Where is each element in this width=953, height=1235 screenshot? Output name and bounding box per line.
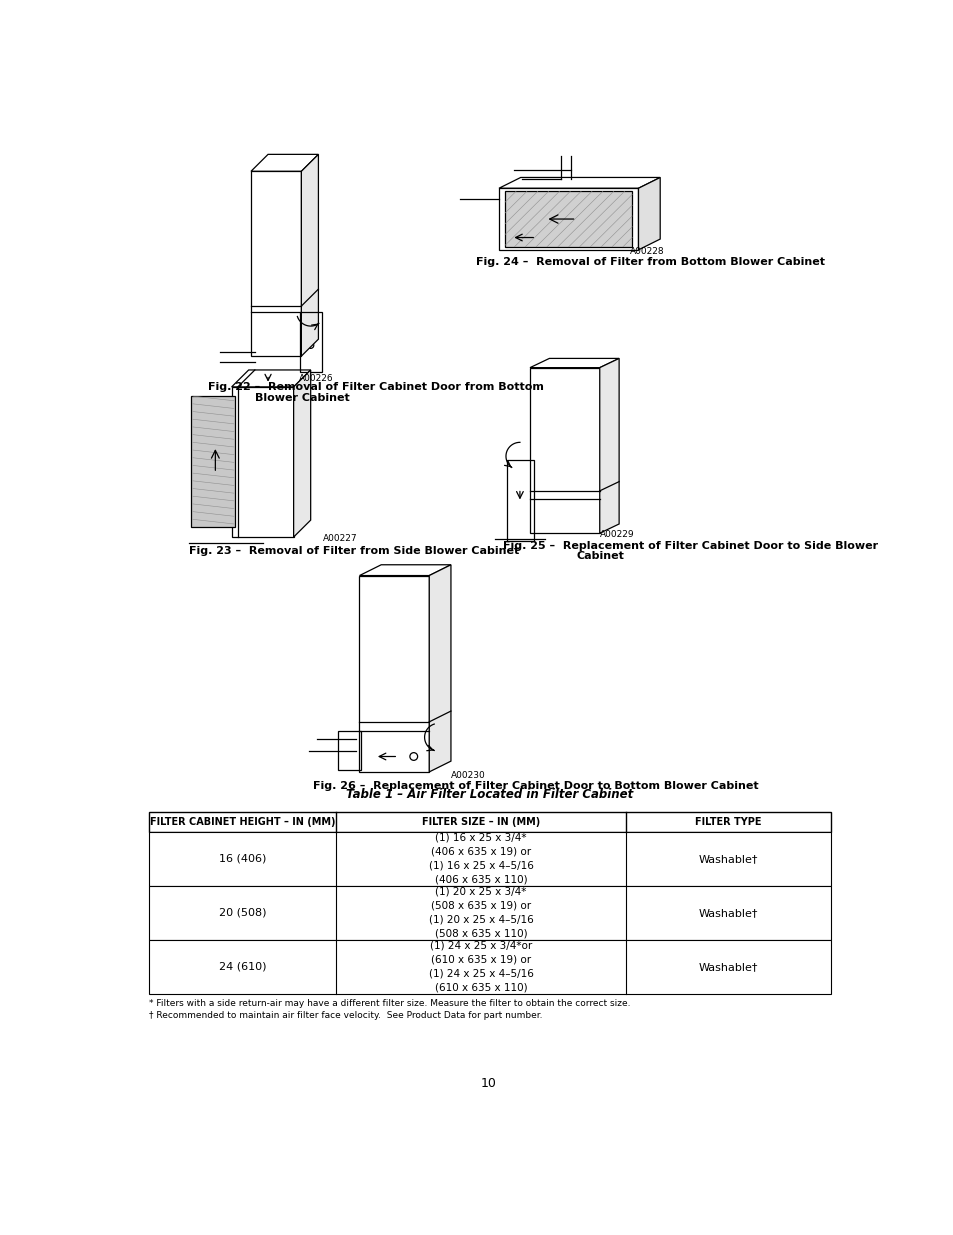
Text: Washable†: Washable†: [698, 908, 758, 918]
Text: Table 1 – Air Filter Located in Filter Cabinet: Table 1 – Air Filter Located in Filter C…: [346, 788, 633, 802]
Text: 10: 10: [480, 1077, 497, 1091]
Polygon shape: [429, 564, 451, 772]
Bar: [149, 940, 830, 994]
Text: Fig. 26 –  Replacement of Filter Cabinet Door to Bottom Blower Cabinet: Fig. 26 – Replacement of Filter Cabinet …: [313, 781, 758, 790]
Text: Fig. 22 –  Removal of Filter Cabinet Door from Bottom: Fig. 22 – Removal of Filter Cabinet Door…: [208, 382, 543, 391]
Text: Fig. 24 –  Removal of Filter from Bottom Blower Cabinet: Fig. 24 – Removal of Filter from Bottom …: [476, 257, 824, 267]
Text: Washable†: Washable†: [698, 853, 758, 864]
Text: FILTER CABINET HEIGHT – IN (MM): FILTER CABINET HEIGHT – IN (MM): [150, 816, 335, 827]
Polygon shape: [301, 154, 318, 356]
Text: A00226: A00226: [299, 374, 334, 383]
Bar: [149, 832, 830, 885]
Text: (1) 20 x 25 x 3/4*
(508 x 635 x 19) or
(1) 20 x 25 x 4–5/16
(508 x 635 x 110): (1) 20 x 25 x 3/4* (508 x 635 x 19) or (…: [428, 887, 533, 939]
Text: A00227: A00227: [322, 534, 356, 543]
Text: 24 (610): 24 (610): [218, 962, 266, 972]
Polygon shape: [505, 191, 632, 247]
Text: A00228: A00228: [629, 247, 663, 256]
Text: FILTER TYPE: FILTER TYPE: [695, 816, 760, 827]
Text: Fig. 23 –  Removal of Filter from Side Blower Cabinet: Fig. 23 – Removal of Filter from Side Bl…: [189, 546, 518, 556]
Text: (1) 16 x 25 x 3/4*
(406 x 635 x 19) or
(1) 16 x 25 x 4–5/16
(406 x 635 x 110): (1) 16 x 25 x 3/4* (406 x 635 x 19) or (…: [428, 832, 533, 885]
Text: Fig. 25 –  Replacement of Filter Cabinet Door to Side Blower: Fig. 25 – Replacement of Filter Cabinet …: [502, 541, 877, 551]
Text: Washable†: Washable†: [698, 962, 758, 972]
Text: 16 (406): 16 (406): [218, 853, 266, 864]
Text: * Filters with a side return-air may have a different filter size. Measure the f: * Filters with a side return-air may hav…: [149, 999, 630, 1008]
Text: Cabinet: Cabinet: [576, 551, 623, 562]
Text: A00229: A00229: [599, 530, 634, 538]
Text: † Recommended to maintain air filter face velocity.  See Product Data for part n: † Recommended to maintain air filter fac…: [149, 1011, 541, 1020]
Text: (1) 24 x 25 x 3/4*or
(610 x 635 x 19) or
(1) 24 x 25 x 4–5/16
(610 x 635 x 110): (1) 24 x 25 x 3/4*or (610 x 635 x 19) or…: [428, 941, 533, 993]
Polygon shape: [638, 178, 659, 249]
Text: A00230: A00230: [451, 771, 485, 781]
Text: 20 (508): 20 (508): [218, 908, 266, 918]
Text: FILTER SIZE – IN (MM): FILTER SIZE – IN (MM): [421, 816, 539, 827]
Text: Blower Cabinet: Blower Cabinet: [254, 393, 349, 403]
Polygon shape: [294, 370, 311, 537]
Bar: [149, 885, 830, 940]
Polygon shape: [192, 396, 235, 527]
Polygon shape: [599, 358, 618, 534]
Bar: [149, 811, 830, 832]
